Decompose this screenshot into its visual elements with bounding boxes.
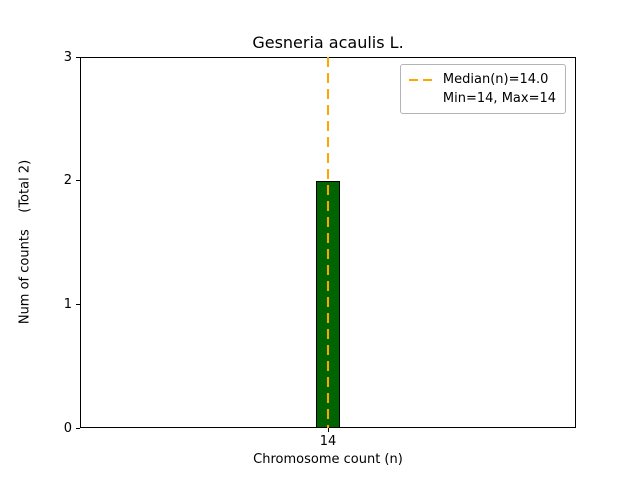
legend-blank-sample	[409, 98, 436, 100]
legend-median-label: Median(n)=14.0	[442, 72, 549, 87]
dashed-line-icon	[408, 78, 436, 81]
y-tick-label: 0	[63, 420, 72, 436]
y-axis-label: Num of counts (Total 2)	[17, 159, 33, 325]
y-tick-mark	[76, 427, 80, 429]
x-tick-mark	[327, 428, 329, 432]
y-tick-mark	[76, 56, 80, 58]
legend-minmax-label: Min=14, Max=14	[442, 91, 556, 106]
y-tick-label: 3	[63, 49, 72, 65]
legend-entry-minmax: Min=14, Max=14	[409, 89, 556, 108]
legend: Median(n)=14.0 Min=14, Max=14	[399, 64, 566, 114]
y-tick-mark	[76, 180, 80, 182]
chart-title: Gesneria acaulis L.	[252, 33, 404, 52]
median-line	[327, 57, 329, 428]
y-tick-mark	[76, 303, 80, 305]
legend-entry-median: Median(n)=14.0	[408, 70, 556, 89]
y-tick-label: 2	[63, 173, 72, 189]
x-axis-label: Chromosome count (n)	[253, 452, 403, 467]
y-tick-label: 1	[63, 296, 72, 312]
x-tick-label: 14	[319, 434, 337, 449]
